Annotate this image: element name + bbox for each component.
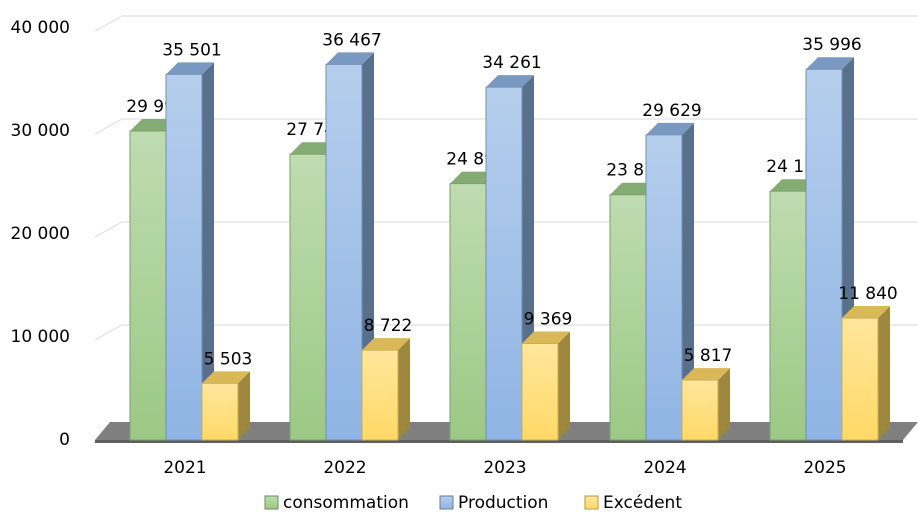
bar-top — [682, 368, 730, 381]
bar-side — [202, 62, 214, 441]
bar — [201, 382, 239, 441]
bar-top — [202, 371, 250, 384]
x-tick-label: 2022 — [323, 458, 366, 478]
data-label: 29 629 — [642, 101, 701, 121]
y-tick-label: 20 000 — [11, 224, 70, 244]
data-label: 11 840 — [838, 284, 897, 304]
bar — [609, 194, 647, 441]
bar — [449, 183, 487, 441]
bar-side — [878, 306, 890, 440]
x-tick-label: 2021 — [163, 458, 206, 478]
grid-line-side — [94, 221, 123, 238]
bar — [325, 63, 363, 441]
bar — [129, 130, 167, 441]
bar-top — [326, 52, 374, 65]
bar — [361, 349, 399, 441]
bar — [681, 379, 719, 441]
grid-line-side — [94, 15, 123, 32]
legend-swatch — [439, 495, 454, 510]
bar-side — [718, 368, 730, 440]
y-tick-label: 40 000 — [11, 18, 70, 38]
bar — [805, 68, 843, 441]
y-tick-label: 10 000 — [11, 327, 70, 347]
floor-front — [95, 440, 903, 443]
data-label: 36 467 — [322, 30, 381, 50]
y-tick-label: 30 000 — [11, 121, 70, 141]
y-tick-label: 0 — [59, 430, 70, 450]
legend-label: Excédent — [603, 493, 682, 513]
data-label: 35 996 — [802, 35, 861, 55]
legend-label: Production — [458, 493, 548, 513]
bar — [841, 317, 879, 441]
data-label: 8 722 — [364, 316, 413, 336]
bar — [485, 86, 523, 441]
data-label: 5 817 — [684, 346, 733, 366]
bar-top — [806, 57, 854, 70]
legend-swatch — [264, 495, 279, 510]
bar-side — [558, 331, 570, 440]
bar-top — [486, 75, 534, 88]
grid-line-side — [94, 118, 123, 135]
bar-side — [398, 338, 410, 440]
bar — [289, 153, 327, 441]
grid-line-side — [94, 324, 123, 341]
bar — [165, 73, 203, 441]
bar — [521, 342, 559, 441]
bar-top — [362, 338, 410, 351]
bar-top — [522, 331, 570, 344]
x-tick-label: 2024 — [643, 458, 686, 478]
legend-swatch — [584, 495, 599, 510]
bar — [769, 190, 807, 441]
data-label: 34 261 — [482, 53, 541, 73]
bar-top — [842, 306, 890, 319]
x-tick-label: 2025 — [803, 458, 846, 478]
bar-top — [166, 62, 214, 75]
bar-side — [238, 371, 250, 440]
data-label: 9 369 — [524, 309, 573, 329]
legend-label: consommation — [283, 493, 409, 513]
bar-side — [682, 122, 694, 441]
data-label: 5 503 — [204, 349, 253, 369]
bar-top — [646, 122, 694, 135]
x-tick-label: 2023 — [483, 458, 526, 478]
bar — [645, 134, 683, 441]
data-label: 35 501 — [162, 40, 221, 60]
